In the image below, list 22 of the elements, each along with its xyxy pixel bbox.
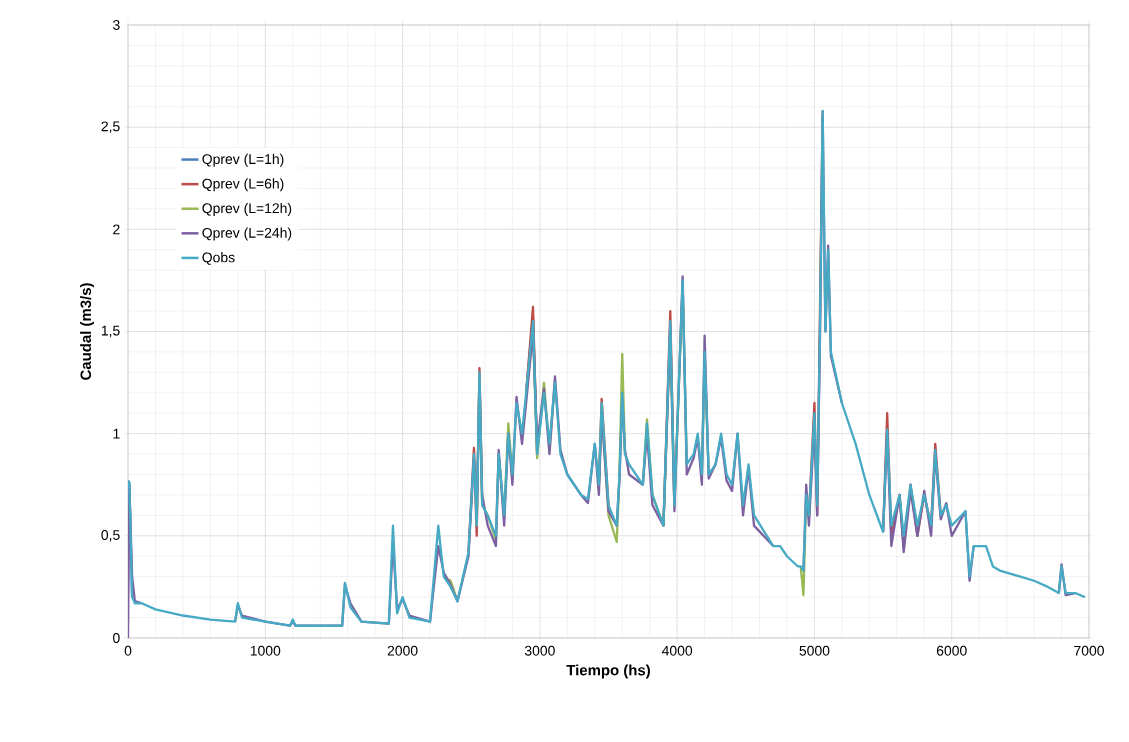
y-tick-label: 3 <box>113 20 120 30</box>
x-tick-label: 7000 <box>1074 645 1104 656</box>
x-tick-label: 5000 <box>799 645 830 656</box>
x-tick-label: 6000 <box>936 645 967 656</box>
y-tick-label: 2,5 <box>101 121 120 133</box>
x-tick-label: 3000 <box>524 645 555 656</box>
y-tick-label: 2 <box>113 224 120 235</box>
y-axis-title: Caudal (m3/s) <box>80 283 94 380</box>
legend-label: Qprev (L=6h) <box>202 178 284 192</box>
legend-label: Qobs <box>202 252 235 265</box>
x-tick-label: 2000 <box>387 645 418 656</box>
legend-label: Qprev (L=12h) <box>202 202 292 216</box>
y-tick-label: 0,5 <box>101 530 120 542</box>
x-tick-label: 4000 <box>661 645 693 656</box>
legend-label: Qprev (L=1h) <box>202 153 284 167</box>
y-tick-label: 1,5 <box>101 325 120 338</box>
x-tick-label: 1000 <box>250 645 281 656</box>
x-tick-label: 0 <box>124 645 132 656</box>
x-axis-title: Tiempo (hs) <box>566 664 650 679</box>
y-tick-label: 1 <box>113 428 120 439</box>
y-tick-label: 0 <box>113 633 120 643</box>
legend-label: Qprev (L=24h) <box>202 227 292 241</box>
